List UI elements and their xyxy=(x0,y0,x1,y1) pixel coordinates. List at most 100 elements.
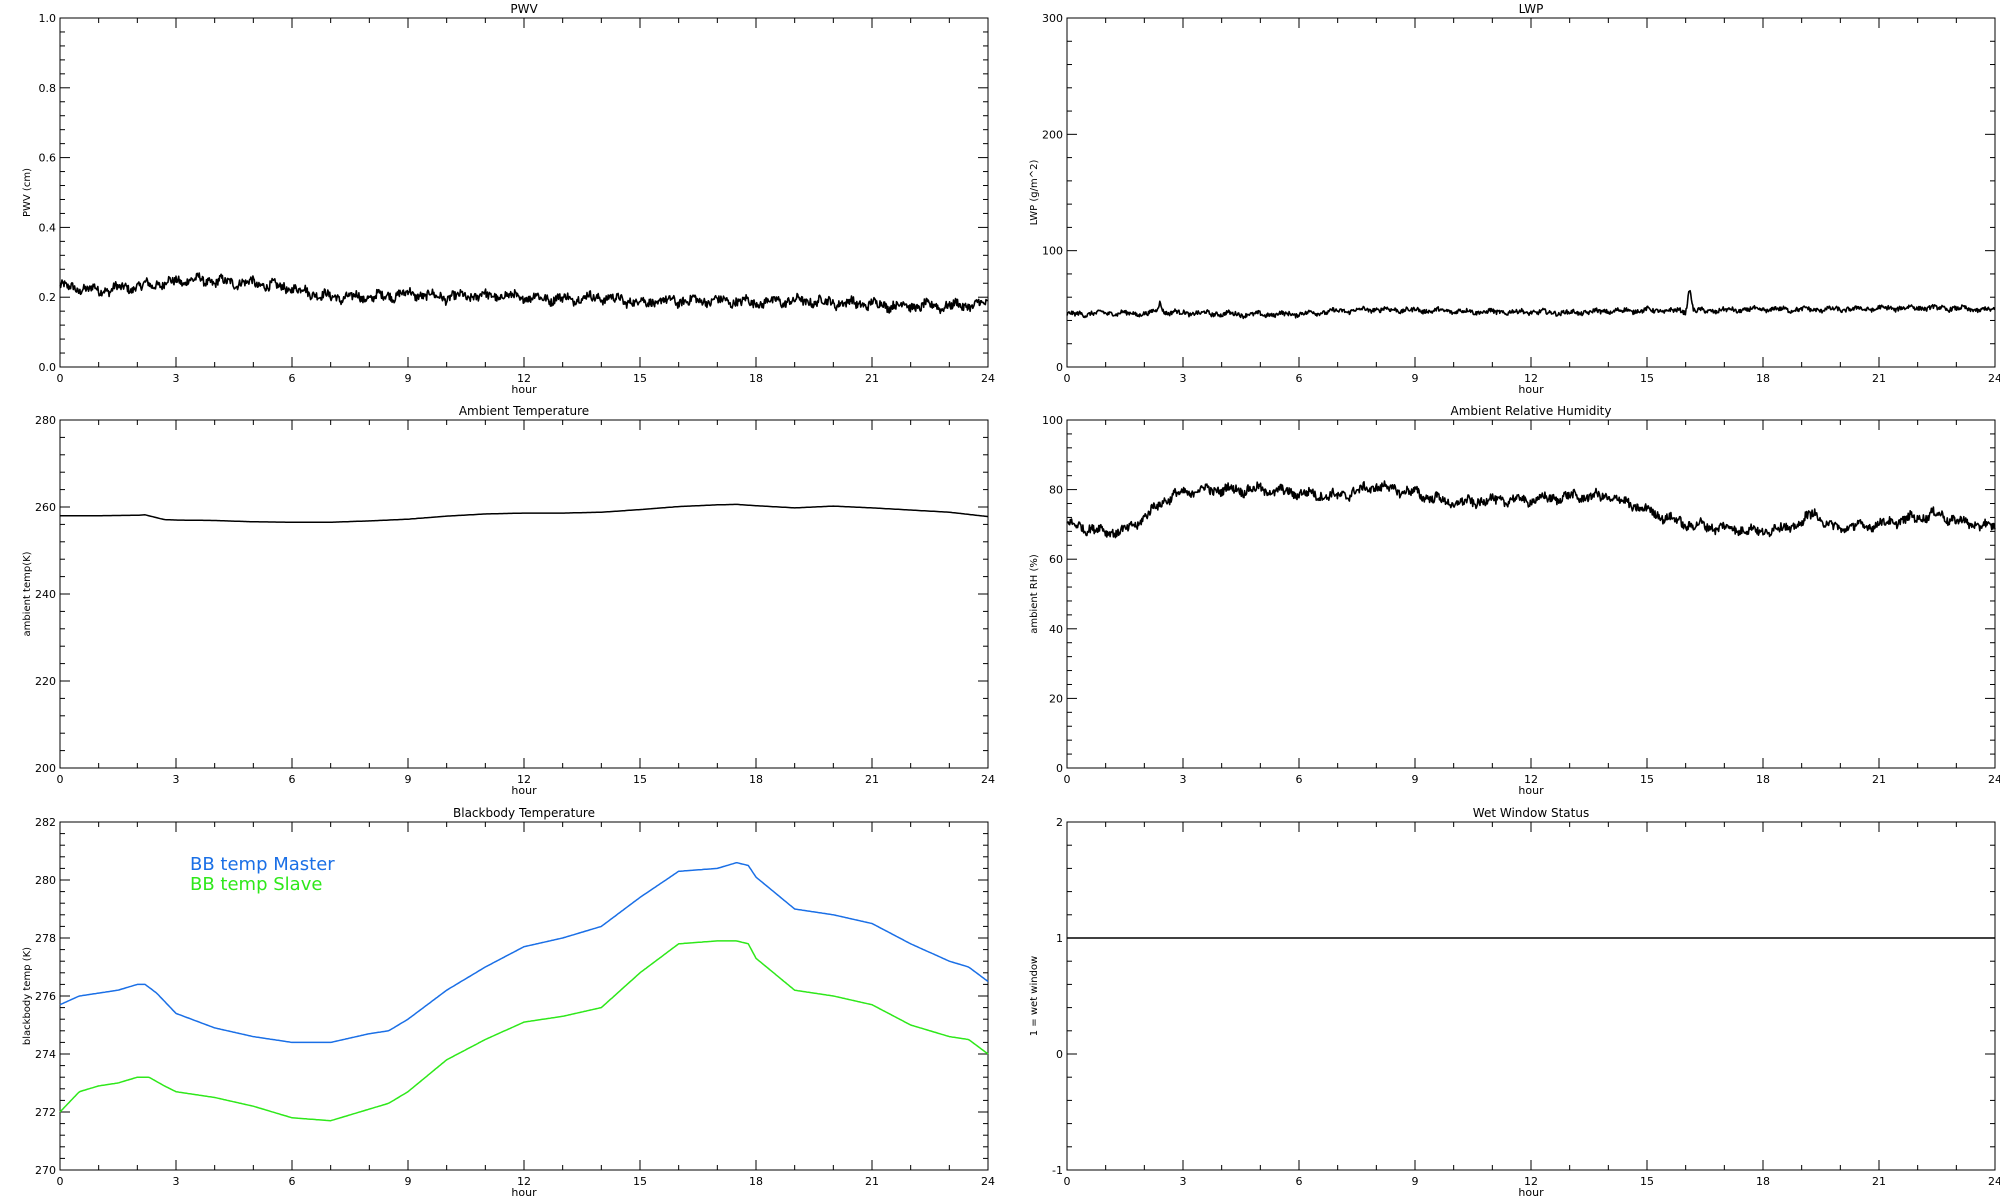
y-tick-label: 200 xyxy=(1042,128,1063,141)
y-tick-label: 0.0 xyxy=(39,361,57,374)
x-tick-label: 0 xyxy=(57,773,64,786)
legend-entry-2: BB temp Slave xyxy=(190,874,322,895)
x-tick-label: 3 xyxy=(173,773,180,786)
x-tick-label: 18 xyxy=(749,372,763,385)
legend-entry-1: BB temp Master xyxy=(190,854,335,875)
x-axis-label: hour xyxy=(1518,383,1544,396)
x-tick-label: 21 xyxy=(865,773,879,786)
x-axis-label: hour xyxy=(511,1186,537,1199)
x-axis-label: hour xyxy=(511,784,537,797)
x-tick-label: 18 xyxy=(1756,1175,1770,1188)
y-tick-label: 282 xyxy=(35,816,56,829)
x-tick-label: 24 xyxy=(981,1175,995,1188)
x-tick-label: 21 xyxy=(865,372,879,385)
x-tick-label: 3 xyxy=(1180,1175,1187,1188)
series-line-1 xyxy=(59,272,989,315)
y-tick-label: 60 xyxy=(1049,553,1063,566)
x-tick-label: 21 xyxy=(1872,372,1886,385)
chart-title: Ambient Temperature xyxy=(459,404,589,418)
plot-frame xyxy=(1066,17,1996,368)
y-tick-label: 40 xyxy=(1049,623,1063,636)
x-tick-label: 15 xyxy=(633,1175,647,1188)
chart-title: Ambient Relative Humidity xyxy=(1451,404,1612,418)
x-tick-label: 6 xyxy=(1296,372,1303,385)
y-tick-label: 0 xyxy=(1056,762,1063,775)
y-tick-label: 20 xyxy=(1049,692,1063,705)
y-tick-label: 260 xyxy=(35,501,56,514)
x-tick-label: 9 xyxy=(1412,1175,1419,1188)
plot-frame xyxy=(59,17,989,368)
y-tick-label: 0.2 xyxy=(39,291,57,304)
x-tick-label: 18 xyxy=(749,1175,763,1188)
y-axis-label: PWV (cm) xyxy=(22,168,33,217)
x-tick-label: 24 xyxy=(981,372,995,385)
x-tick-label: 12 xyxy=(517,773,531,786)
chart-panel-2: LWP 0 3 6 9 12 15 18 21 24 hour 0 100 200 300 LWP (g/m^… xyxy=(1029,2,2000,396)
x-tick-label: 12 xyxy=(517,372,531,385)
y-tick-label: -1 xyxy=(1052,1164,1063,1177)
y-tick-label: 2 xyxy=(1056,816,1063,829)
y-tick-label: 80 xyxy=(1049,484,1063,497)
x-tick-label: 15 xyxy=(1640,372,1654,385)
x-tick-label: 12 xyxy=(1524,773,1538,786)
x-tick-label: 15 xyxy=(633,372,647,385)
x-tick-label: 3 xyxy=(1180,773,1187,786)
y-tick-label: 276 xyxy=(35,990,56,1003)
chart-panel-3: Ambient Temperature 0 3 6 9 12 15 18 21 24 hour 200… xyxy=(22,404,995,797)
chart-title: Wet Window Status xyxy=(1473,806,1589,820)
x-tick-label: 6 xyxy=(289,372,296,385)
x-tick-label: 0 xyxy=(57,1175,64,1188)
x-axis-label: hour xyxy=(1518,1186,1544,1199)
y-tick-label: 0.8 xyxy=(39,82,57,95)
x-tick-label: 15 xyxy=(633,773,647,786)
chart-panel-5: Blackbody Temperature 0 3 6 9 12 15 18 21 24 hour 2… xyxy=(22,806,995,1199)
y-axis-label: ambient RH (%) xyxy=(1029,554,1040,634)
x-tick-label: 15 xyxy=(1640,773,1654,786)
chart-title: PWV xyxy=(510,2,538,16)
series-line-1 xyxy=(60,503,989,523)
series-line-1 xyxy=(1066,289,1996,320)
series-line-1 xyxy=(59,862,989,1044)
y-tick-label: 272 xyxy=(35,1106,56,1119)
x-tick-label: 9 xyxy=(1412,773,1419,786)
x-tick-label: 15 xyxy=(1640,1175,1654,1188)
y-tick-label: 300 xyxy=(1042,12,1063,25)
y-axis-label: blackbody temp (K) xyxy=(22,947,33,1045)
plot-frame xyxy=(59,419,989,769)
y-tick-label: 270 xyxy=(35,1164,56,1177)
x-tick-label: 0 xyxy=(57,372,64,385)
y-tick-label: 274 xyxy=(35,1048,56,1061)
series-line-2 xyxy=(59,940,989,1122)
y-tick-label: 0.6 xyxy=(39,152,57,165)
x-tick-label: 3 xyxy=(1180,372,1187,385)
plot-frame xyxy=(1066,821,1996,1171)
x-tick-label: 12 xyxy=(1524,1175,1538,1188)
x-tick-label: 18 xyxy=(749,773,763,786)
chart-title: LWP xyxy=(1519,2,1544,16)
x-tick-label: 6 xyxy=(289,773,296,786)
x-tick-label: 9 xyxy=(405,372,412,385)
y-tick-label: 0 xyxy=(1056,1048,1063,1061)
x-tick-label: 9 xyxy=(405,1175,412,1188)
y-axis-label: LWP (g/m^2) xyxy=(1029,160,1040,226)
x-tick-label: 6 xyxy=(1296,773,1303,786)
x-tick-label: 0 xyxy=(1064,773,1071,786)
y-axis-label: 1 = wet window xyxy=(1029,956,1040,1036)
y-tick-label: 280 xyxy=(35,414,56,427)
y-tick-label: 220 xyxy=(35,675,56,688)
x-axis-label: hour xyxy=(511,383,537,396)
x-tick-label: 24 xyxy=(1988,372,2000,385)
x-tick-label: 21 xyxy=(1872,1175,1886,1188)
y-tick-label: 1 xyxy=(1056,932,1063,945)
x-tick-label: 3 xyxy=(173,372,180,385)
x-tick-label: 6 xyxy=(289,1175,296,1188)
x-tick-label: 18 xyxy=(1756,372,1770,385)
chart-panel-1: PWV 0 3 6 9 12 15 18 21 24 hour 0.0 0.2 0.4 0.6 0.8 1.0 P… xyxy=(22,2,995,396)
x-tick-label: 24 xyxy=(1988,773,2000,786)
x-tick-label: 21 xyxy=(1872,773,1886,786)
x-tick-label: 6 xyxy=(1296,1175,1303,1188)
y-tick-label: 100 xyxy=(1042,414,1063,427)
y-tick-label: 0 xyxy=(1056,361,1063,374)
